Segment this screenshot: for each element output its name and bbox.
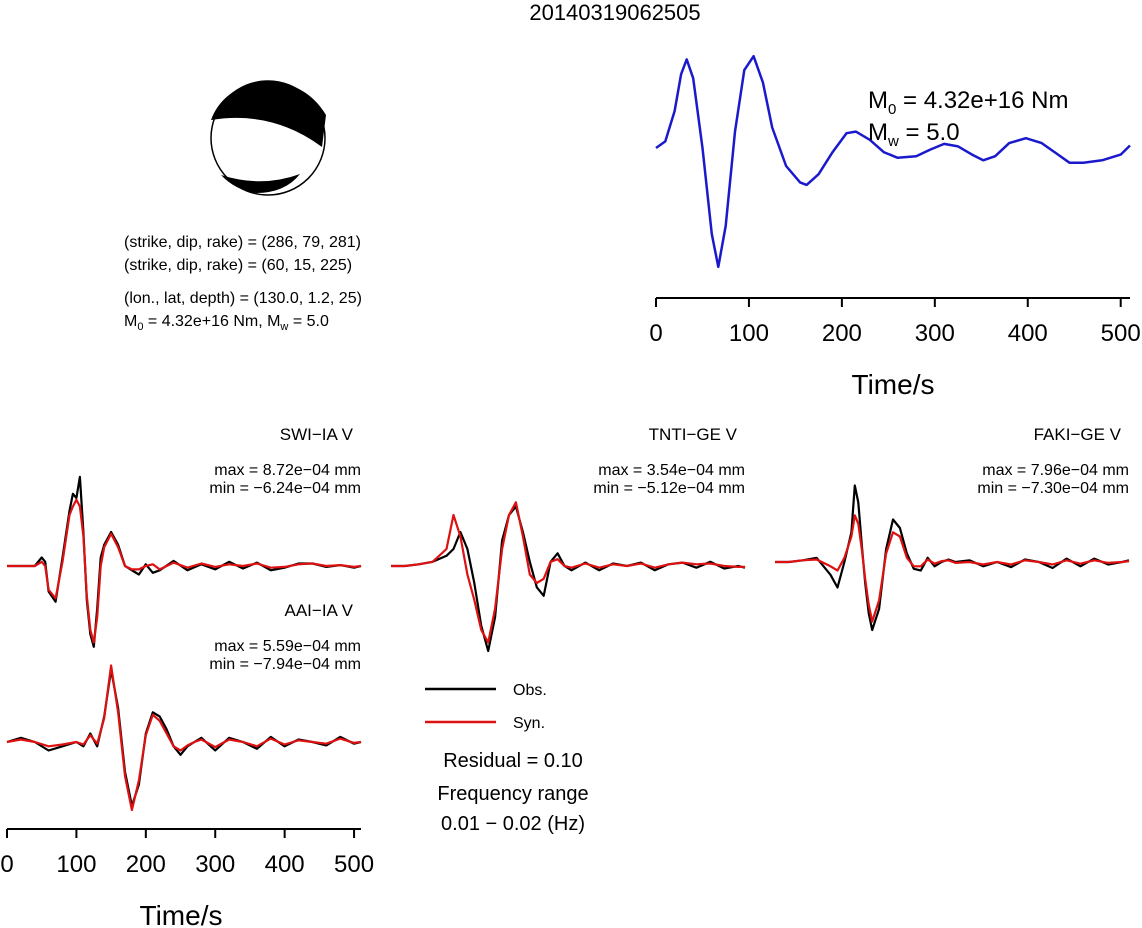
aai-ia-v-min-label: min = −7.94e−04 mm [209,656,361,673]
aai-ia-v-tick-label: 200 [126,851,166,878]
tnti-ge-v-synthetic-trace [391,501,745,644]
legend: Obs. Syn. [425,682,547,732]
aai-ia-v-synthetic-trace [6,664,362,812]
stf-line [655,54,1131,269]
faki-ge-v-min-label: min = −7.30e−04 mm [977,480,1129,497]
aai-ia-v-tick-label: 400 [265,851,305,878]
stf-tick-label: 0 [649,320,662,347]
stf-tick-label: 500 [1101,320,1141,347]
frequency-range-value: 0.01 − 0.02 (Hz) [441,813,585,835]
residual-label: Residual = 0.10 [443,750,583,772]
faki-ge-v-station-label: FAKI−GE V [1034,425,1122,444]
stf-tick-label: 400 [1008,320,1048,347]
swi-ia-v-max-label: max = 8.72e−04 mm [214,462,361,479]
event-title: 20140319062505 [529,0,700,25]
tnti-ge-v-observed-trace [391,505,746,653]
aai-ia-v-tick-label: 300 [195,851,235,878]
aai-ia-v-tick-label: 500 [334,851,374,878]
swi-ia-v-synthetic-trace [7,498,362,644]
aai-ia-v-tick-label: 100 [56,851,96,878]
faki-ge-v-synthetic-trace [775,514,1130,623]
beachball-compression-quadrant [211,80,326,147]
aai-ia-v-x-axis-label: Time/s [140,900,223,928]
mechanism-line-1: (strike, dip, rake) = (286, 79, 281) [124,234,361,251]
stf-moment-label: M0 = 4.32e+16 Nm [868,87,1068,118]
tnti-ge-v-station-label: TNTI−GE V [649,425,738,444]
location-line: (lon., lat, depth) = (130.0, 1.2, 25) [124,290,362,307]
aai-ia-v-tick-label: 0 [0,851,13,878]
beachball [210,80,326,196]
aai-ia-v-station-label: AAI−IA V [284,601,353,620]
stf-tick-label: 200 [822,320,862,347]
mechanism-line-2: (strike, dip, rake) = (60, 15, 225) [124,257,352,274]
swi-ia-v-observed-trace [7,475,362,648]
swi-ia-v-min-label: min = −6.24e−04 mm [209,480,361,497]
stf-tick-label: 100 [729,320,769,347]
beachball-compression-lower [221,174,300,193]
moment-line: M0 = 4.32e+16 Nm, Mw = 5.0 [124,313,329,333]
stf-x-axis-label: Time/s [852,369,935,400]
aai-ia-v-observed-trace [6,668,362,807]
tnti-ge-v-max-label: max = 3.54e−04 mm [598,462,745,479]
frequency-range-title: Frequency range [437,783,588,805]
faki-ge-v-observed-trace [775,484,1130,632]
legend-obs-label: Obs. [513,682,547,699]
legend-syn-label: Syn. [513,715,545,732]
stf-magnitude-label: Mw = 5.0 [868,119,960,150]
source-time-function-plot: 0 100 200 300 400 500 Time/s [649,54,1141,400]
faki-ge-v-max-label: max = 7.96e−04 mm [982,462,1129,479]
aai-ia-v-max-label: max = 5.59e−04 mm [214,638,361,655]
swi-ia-v-station-label: SWI−IA V [280,425,354,444]
tnti-ge-v-min-label: min = −5.12e−04 mm [593,480,745,497]
stf-tick-label: 300 [915,320,955,347]
